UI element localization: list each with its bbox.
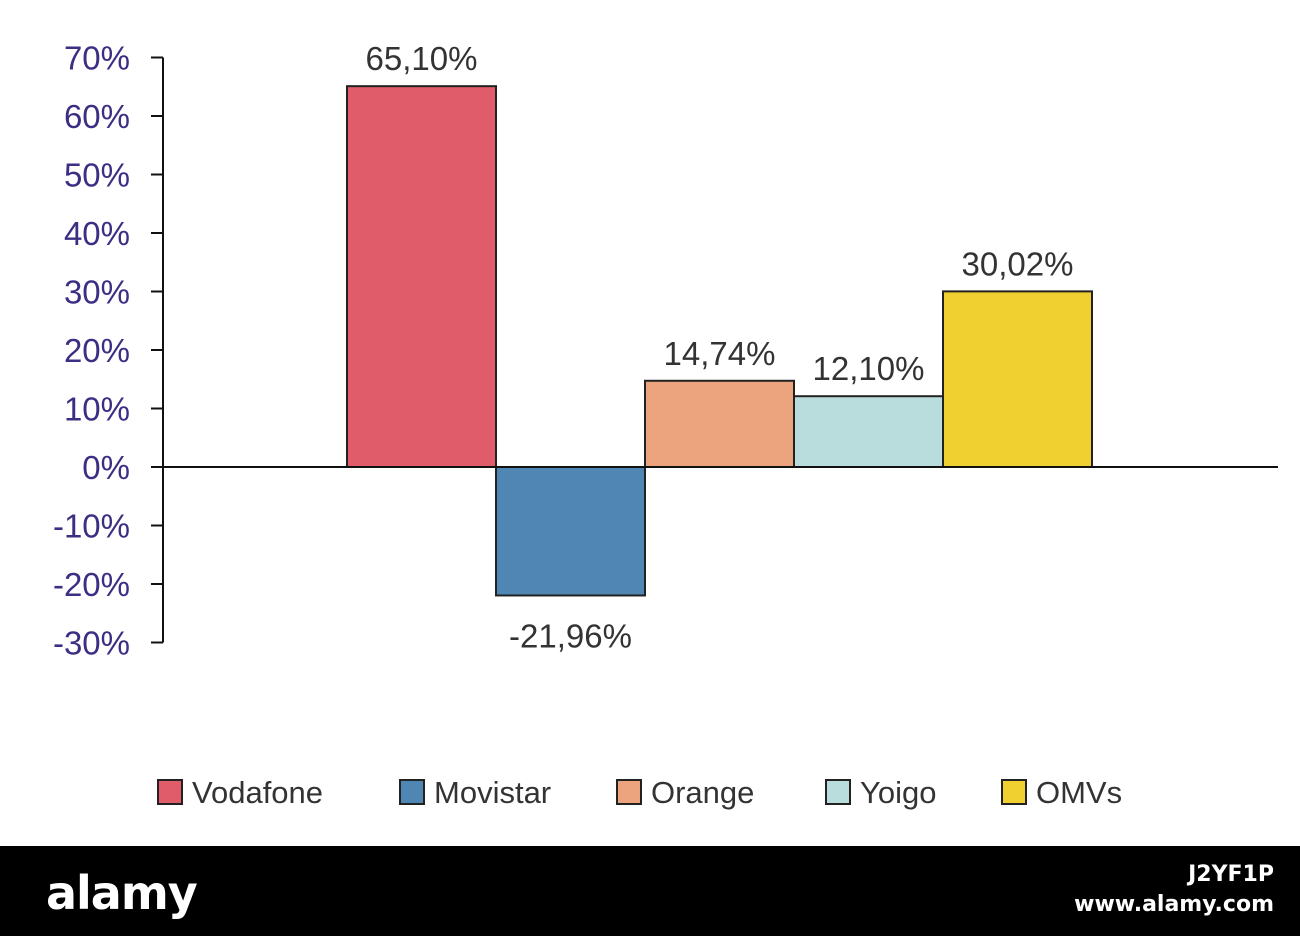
- bars: [346, 85, 1093, 597]
- y-tick-label: 30%: [64, 274, 130, 311]
- y-tick-label: -10%: [53, 508, 130, 545]
- legend-swatch-orange: [616, 779, 642, 805]
- legend-label-yoigo: Yoigo: [860, 775, 936, 810]
- bar-movistar: [495, 466, 646, 597]
- data-label-omvs: 30,02%: [962, 245, 1074, 282]
- legend-label-movistar: Movistar: [434, 775, 551, 810]
- bar-chart: 70% 60% 50% 40% 30% 20% 10% 0% -10% -20% -30% 65,1…: [53, 40, 1278, 810]
- legend: Vodafone Movistar Orange Yoigo OMVs: [157, 775, 1122, 810]
- y-tick-label: 60%: [64, 98, 130, 135]
- bar-orange: [644, 379, 795, 468]
- image-url: www.alamy.com: [1074, 892, 1274, 917]
- legend-swatch-yoigo: [825, 779, 851, 805]
- y-tick-label: 10%: [64, 391, 130, 428]
- legend-swatch-omvs: [1001, 779, 1027, 805]
- y-tick-label: 40%: [64, 215, 130, 252]
- stock-footer: alamy J2YF1P www.alamy.com: [0, 846, 1300, 936]
- y-tick-label: 70%: [64, 40, 130, 77]
- image-credit: J2YF1P www.alamy.com: [1074, 860, 1274, 920]
- alamy-logo: alamy: [46, 866, 198, 920]
- y-tick-label: 50%: [64, 157, 130, 194]
- y-tick-label: -30%: [53, 625, 130, 662]
- bar-yoigo: [793, 395, 944, 468]
- legend-label-omvs: OMVs: [1036, 775, 1122, 810]
- legend-label-orange: Orange: [651, 775, 754, 810]
- legend-swatch-movistar: [399, 779, 425, 805]
- y-tick-label: 0%: [82, 449, 130, 486]
- y-axis: 70% 60% 50% 40% 30% 20% 10% 0% -10% -20% -30%: [53, 40, 164, 662]
- bar-omvs: [942, 290, 1093, 468]
- data-labels: 65,10% -21,96% 14,74% 12,10% 30,02%: [163, 40, 1278, 654]
- y-tick-label: 20%: [64, 332, 130, 369]
- image-id: J2YF1P: [1188, 862, 1274, 887]
- data-label-vodafone: 65,10%: [366, 40, 478, 77]
- data-label-yoigo: 12,10%: [813, 350, 925, 387]
- data-label-movistar: -21,96%: [509, 617, 632, 654]
- legend-label-vodafone: Vodafone: [192, 775, 323, 810]
- legend-swatch-vodafone: [157, 779, 183, 805]
- data-label-orange: 14,74%: [664, 335, 776, 372]
- bar-vodafone: [346, 85, 497, 468]
- y-tick-label: -20%: [53, 566, 130, 603]
